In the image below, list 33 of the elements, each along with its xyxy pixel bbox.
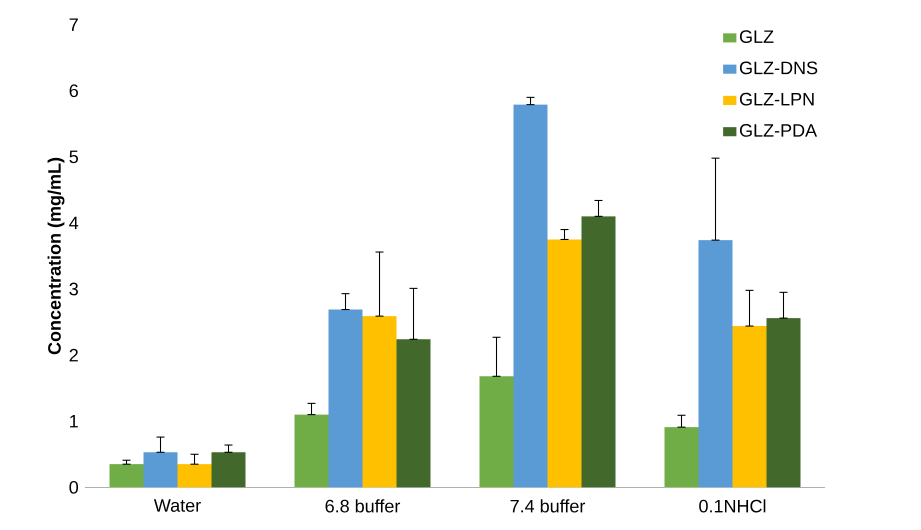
legend-label: GLZ: [740, 30, 774, 43]
bar: [514, 104, 548, 488]
bar: [732, 326, 767, 488]
legend-label: GLZ-PDA: [740, 124, 818, 137]
bar: [480, 376, 514, 488]
y-tick-label: 5: [69, 150, 78, 164]
y-tick-label: 4: [69, 216, 78, 230]
y-tick-label: 3: [69, 282, 78, 296]
bar: [698, 240, 732, 488]
y-tick-label: 6: [70, 84, 78, 98]
bar: [582, 216, 616, 488]
x-tick-label: 0.1NHCl: [699, 499, 766, 512]
bar: [548, 239, 582, 488]
bar: [396, 339, 431, 488]
x-tick-label: 7.4 buffer: [510, 499, 586, 512]
bar: [110, 464, 144, 488]
bar: [294, 414, 329, 488]
y-tick-label: 2: [70, 348, 78, 362]
y-tick-label: 1: [70, 415, 78, 428]
bar: [362, 316, 397, 488]
bar: [766, 318, 801, 488]
bar: [178, 464, 212, 488]
y-tick-label: 0: [69, 480, 78, 494]
x-tick-label: 6.8 buffer: [326, 499, 400, 512]
legend-label: GLZ-LPN: [740, 92, 814, 106]
y-tick-label: 7: [70, 18, 78, 31]
y-axis-title: Concentration (mg/mL): [48, 158, 64, 354]
x-tick-label: Water: [154, 499, 201, 512]
bar: [664, 427, 698, 488]
bar: [328, 310, 363, 488]
bar: [144, 452, 178, 488]
bar: [212, 452, 246, 488]
legend-label: GLZ-DNS: [740, 62, 818, 74]
